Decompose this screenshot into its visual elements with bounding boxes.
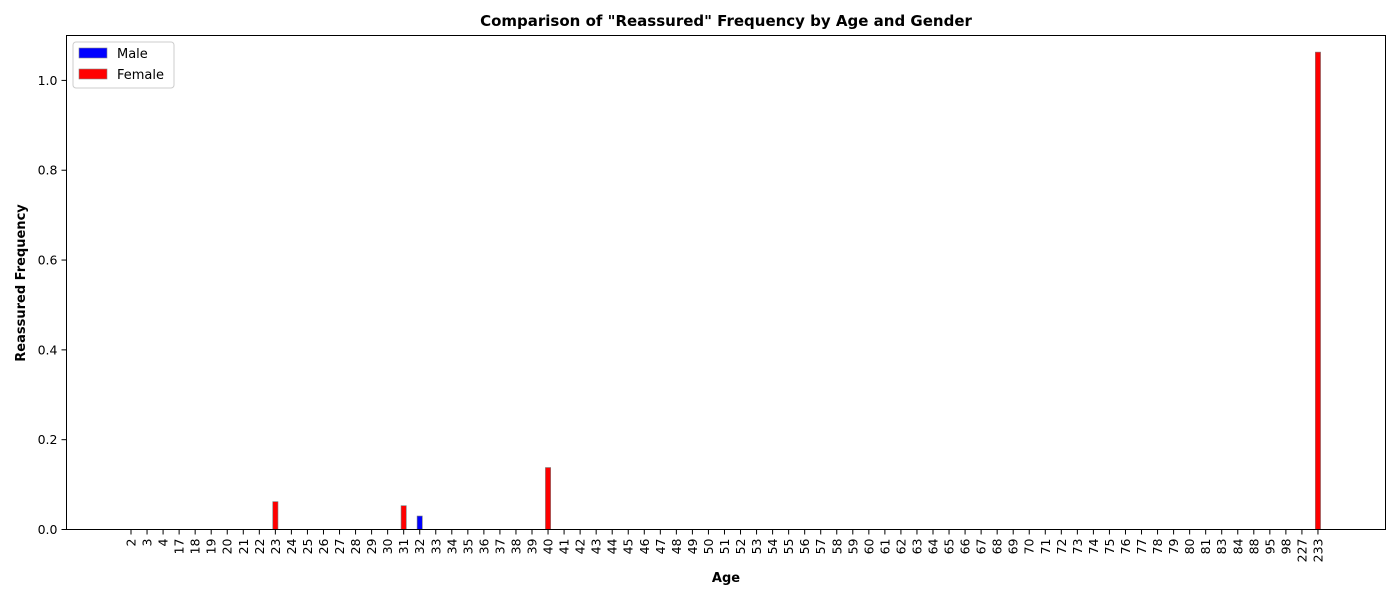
x-tick-label: 43 <box>589 539 604 555</box>
x-tick-label: 47 <box>653 539 668 555</box>
x-tick-label: 46 <box>637 538 652 554</box>
x-tick-label: 31 <box>396 539 411 555</box>
x-tick-label: 233 <box>1310 539 1325 563</box>
bar-female-31 <box>400 505 407 530</box>
x-tick-label: 76 <box>1118 538 1133 554</box>
x-tick-label: 95 <box>1262 539 1277 555</box>
x-tick-label: 57 <box>813 539 828 555</box>
x-tick-label: 81 <box>1198 539 1213 555</box>
x-tick-label: 73 <box>1070 539 1085 555</box>
x-tick-label: 63 <box>909 539 924 555</box>
x-tick-label: 29 <box>364 538 379 554</box>
x-axis: 2 3 4 17 18 19 20 21 22 23 24 25 26 27 28 29 30 31 32 33 34 3… <box>124 529 1325 563</box>
y-tick-label: 1.0 <box>38 73 58 88</box>
x-tick-label: 28 <box>348 538 363 554</box>
bar-female-233 <box>1315 51 1321 530</box>
x-tick-label: 55 <box>781 539 796 555</box>
x-tick-label: 227 <box>1294 539 1309 563</box>
x-tick-label: 49 <box>685 538 700 554</box>
x-tick-label: 79 <box>1166 538 1181 554</box>
y-axis-label: Reassured Frequency <box>14 204 29 362</box>
x-tick-label: 17 <box>172 539 187 555</box>
x-tick-label: 44 <box>605 538 620 554</box>
bars-layer <box>272 51 1321 530</box>
x-tick-label: 38 <box>508 538 523 554</box>
x-tick-label: 53 <box>749 539 764 555</box>
x-tick-label: 20 <box>220 538 235 554</box>
x-tick-label: 68 <box>990 538 1005 554</box>
legend-label-female: Female <box>117 68 164 83</box>
x-tick-label: 78 <box>1150 538 1165 554</box>
x-tick-label: 22 <box>252 539 267 555</box>
x-tick-label: 3 <box>140 539 155 547</box>
x-tick-label: 25 <box>300 539 315 555</box>
x-tick-label: 77 <box>1134 539 1149 555</box>
x-axis-label: Age <box>712 571 740 586</box>
x-tick-label: 59 <box>845 538 860 554</box>
x-tick-label: 41 <box>557 539 572 555</box>
x-tick-label: 21 <box>236 539 251 555</box>
x-tick-label: 33 <box>428 539 443 555</box>
x-tick-label: 4 <box>156 538 171 546</box>
x-tick-label: 51 <box>717 539 732 555</box>
x-tick-label: 48 <box>669 538 684 554</box>
x-tick-label: 66 <box>958 538 973 554</box>
x-tick-label: 72 <box>1054 539 1069 555</box>
x-tick-label: 39 <box>525 538 540 554</box>
plot-frame <box>66 35 1386 530</box>
y-axis: 0.0 0.2 0.4 0.6 0.8 1.0 <box>38 73 67 537</box>
x-tick-label: 36 <box>476 538 491 554</box>
x-tick-label: 84 <box>1230 538 1245 554</box>
x-tick-label: 2 <box>124 539 139 547</box>
x-tick-label: 26 <box>316 538 331 554</box>
x-tick-label: 56 <box>797 538 812 554</box>
x-tick-label: 27 <box>332 539 347 555</box>
x-tick-label: 83 <box>1214 539 1229 555</box>
x-tick-label: 34 <box>444 538 459 554</box>
legend-label-male: Male <box>117 47 148 62</box>
x-tick-label: 35 <box>460 539 475 555</box>
x-tick-label: 18 <box>188 538 203 554</box>
chart-title: Comparison of "Reassured" Frequency by A… <box>480 12 972 30</box>
x-tick-label: 58 <box>829 538 844 554</box>
bar-male-32 <box>416 515 423 530</box>
x-tick-label: 71 <box>1038 539 1053 555</box>
x-tick-label: 65 <box>942 539 957 555</box>
x-tick-label: 45 <box>621 539 636 555</box>
x-tick-label: 80 <box>1182 538 1197 554</box>
bar-female-23 <box>272 501 279 530</box>
legend-swatch-male <box>78 47 108 59</box>
x-tick-label: 61 <box>877 539 892 555</box>
y-tick-label: 0.6 <box>38 253 58 268</box>
x-tick-label: 60 <box>861 538 876 554</box>
x-tick-label: 19 <box>204 538 219 554</box>
x-tick-label: 74 <box>1086 538 1101 554</box>
x-tick-label: 30 <box>380 538 395 554</box>
x-tick-label: 32 <box>412 539 427 555</box>
y-tick-label: 0.0 <box>38 522 58 537</box>
x-tick-label: 24 <box>284 538 299 554</box>
x-tick-label: 52 <box>733 539 748 555</box>
x-tick-label: 37 <box>492 539 507 555</box>
y-tick-label: 0.2 <box>38 432 58 447</box>
legend: Male Female <box>72 41 175 89</box>
x-tick-label: 23 <box>268 539 283 555</box>
x-tick-label: 69 <box>1006 538 1021 554</box>
x-tick-label: 50 <box>701 538 716 554</box>
x-tick-label: 64 <box>926 538 941 554</box>
x-tick-label: 54 <box>765 538 780 554</box>
bar-female-40 <box>545 467 551 530</box>
x-tick-label: 75 <box>1102 539 1117 555</box>
x-tick-label: 88 <box>1246 538 1261 554</box>
legend-swatch-female <box>78 68 108 80</box>
x-tick-label: 98 <box>1278 538 1293 554</box>
x-tick-label: 42 <box>573 539 588 555</box>
x-tick-label: 62 <box>893 539 908 555</box>
y-tick-label: 0.8 <box>38 163 58 178</box>
x-tick-label: 70 <box>1022 538 1037 554</box>
x-tick-label: 40 <box>541 538 556 554</box>
y-tick-label: 0.4 <box>38 342 58 357</box>
x-tick-label: 67 <box>974 539 989 555</box>
